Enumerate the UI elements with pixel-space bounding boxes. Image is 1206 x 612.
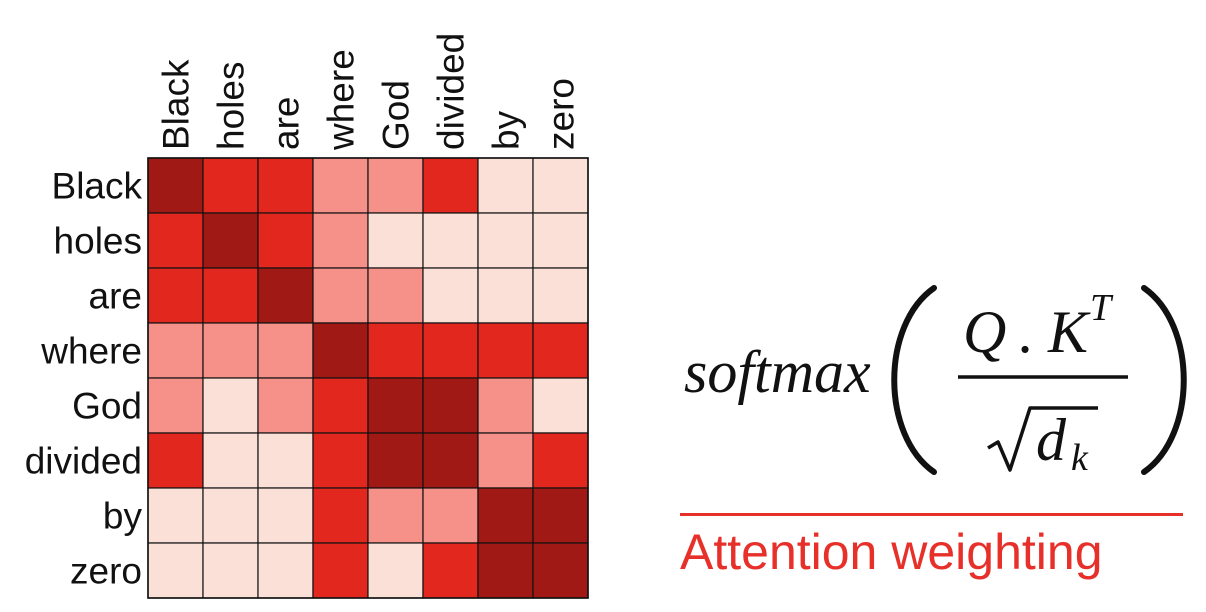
heatmap-cell-by-holes bbox=[202, 487, 259, 544]
heatmap-cell-where-divided bbox=[422, 322, 479, 379]
heatmap-cell-by-are bbox=[257, 487, 314, 544]
heatmap-cell-are-zero bbox=[532, 267, 589, 324]
heatmap-cell-where-black bbox=[147, 322, 204, 379]
attention-formula: softmax Q . K T d k bbox=[684, 285, 1187, 479]
heatmap-cell-divided-where bbox=[312, 432, 369, 489]
col-label-zero: zero bbox=[541, 78, 582, 150]
heatmap-cell-zero-god bbox=[367, 542, 424, 599]
heatmap-cell-where-god bbox=[367, 322, 424, 379]
heatmap-cell-black-where bbox=[312, 157, 369, 214]
col-label-are: are bbox=[266, 97, 307, 150]
heatmap-cell-holes-holes bbox=[202, 212, 259, 269]
heatmap-cell-zero-black bbox=[147, 542, 204, 599]
col-label-divided: divided bbox=[431, 33, 472, 150]
heatmap-cell-holes-are bbox=[257, 212, 314, 269]
col-label-god: God bbox=[376, 80, 417, 150]
heatmap-cell-black-zero bbox=[532, 157, 589, 214]
caption-divider bbox=[680, 513, 1183, 516]
heatmap-cell-god-are bbox=[257, 377, 314, 434]
heatmap-cell-zero-are bbox=[257, 542, 314, 599]
heatmap-cell-zero-zero bbox=[532, 542, 589, 599]
col-label-black: Black bbox=[156, 59, 197, 150]
heatmap-cell-divided-divided bbox=[422, 432, 479, 489]
row-label-zero: zero bbox=[70, 551, 142, 592]
formula-softmax: softmax bbox=[684, 339, 871, 405]
sqrt-sign bbox=[987, 406, 1098, 472]
heatmap-cell-divided-god bbox=[367, 432, 424, 489]
heatmap-cell-by-where bbox=[312, 487, 369, 544]
heatmap-cell-divided-by bbox=[477, 432, 534, 489]
formula-d-subscript: k bbox=[1071, 437, 1089, 479]
heatmap-cell-are-where bbox=[312, 267, 369, 324]
row-label-by: by bbox=[103, 496, 143, 537]
heatmap-cell-divided-black bbox=[147, 432, 204, 489]
heatmap-cell-holes-zero bbox=[532, 212, 589, 269]
heatmap-cell-zero-holes bbox=[202, 542, 259, 599]
heatmap-cell-black-black bbox=[147, 157, 204, 214]
heatmap-cell-god-divided bbox=[422, 377, 479, 434]
right-paren bbox=[1141, 285, 1187, 475]
heatmap-cell-are-by bbox=[477, 267, 534, 324]
heatmap-border bbox=[147, 157, 589, 599]
heatmap-cell-are-holes bbox=[202, 267, 259, 324]
heatmap-cell-black-holes bbox=[202, 157, 259, 214]
heatmap-cell-holes-god bbox=[367, 212, 424, 269]
heatmap-cell-holes-by bbox=[477, 212, 534, 269]
heatmap-cell-where-by bbox=[477, 322, 534, 379]
left-paren bbox=[891, 285, 937, 475]
heatmap-cell-divided-zero bbox=[532, 432, 589, 489]
heatmap-cell-by-god bbox=[367, 487, 424, 544]
heatmap-cell-by-black bbox=[147, 487, 204, 544]
heatmap-cell-by-by bbox=[477, 487, 534, 544]
heatmap-cell-black-god bbox=[367, 157, 424, 214]
heatmap-cell-god-where bbox=[312, 377, 369, 434]
row-label-where: where bbox=[40, 331, 142, 372]
heatmap-cell-holes-where bbox=[312, 212, 369, 269]
heatmap-cell-are-god bbox=[367, 267, 424, 324]
formula-dot: . bbox=[1019, 299, 1034, 365]
heatmap-cell-god-god bbox=[367, 377, 424, 434]
formula-k-superscript: T bbox=[1090, 287, 1114, 329]
col-label-where: where bbox=[321, 49, 362, 151]
heatmap-cell-god-zero bbox=[532, 377, 589, 434]
formula-q: Q bbox=[963, 299, 1006, 365]
formula-k: K bbox=[1047, 299, 1091, 365]
heatmap-cell-where-where bbox=[312, 322, 369, 379]
heatmap-cell-black-divided bbox=[422, 157, 479, 214]
heatmap-cell-are-black bbox=[147, 267, 204, 324]
heatmap-cell-zero-where bbox=[312, 542, 369, 599]
heatmap-cell-where-holes bbox=[202, 322, 259, 379]
row-label-black: Black bbox=[52, 166, 143, 207]
heatmap-cell-divided-holes bbox=[202, 432, 259, 489]
heatmap-cell-god-black bbox=[147, 377, 204, 434]
heatmap-cell-by-divided bbox=[422, 487, 479, 544]
heatmap-cell-holes-divided bbox=[422, 212, 479, 269]
heatmap-cell-black-by bbox=[477, 157, 534, 214]
heatmap-cell-are-are bbox=[257, 267, 314, 324]
heatmap-cell-where-are bbox=[257, 322, 314, 379]
row-label-god: God bbox=[72, 386, 142, 427]
heatmap-cell-by-zero bbox=[532, 487, 589, 544]
heatmap-cell-are-divided bbox=[422, 267, 479, 324]
col-label-by: by bbox=[486, 110, 527, 150]
formula-d: d bbox=[1036, 407, 1067, 473]
heatmap-cell-zero-by bbox=[477, 542, 534, 599]
heatmap-cell-god-holes bbox=[202, 377, 259, 434]
heatmap-cell-zero-divided bbox=[422, 542, 479, 599]
heatmap-cell-divided-are bbox=[257, 432, 314, 489]
row-label-divided: divided bbox=[25, 441, 142, 482]
heatmap-cell-god-by bbox=[477, 377, 534, 434]
row-label-are: are bbox=[89, 276, 142, 317]
heatmap-cell-holes-black bbox=[147, 212, 204, 269]
heatmap-cell-where-zero bbox=[532, 322, 589, 379]
caption-attention-weighting: Attention weighting bbox=[680, 524, 1103, 580]
col-label-holes: holes bbox=[211, 62, 252, 150]
heatmap-cell-black-are bbox=[257, 157, 314, 214]
row-label-holes: holes bbox=[54, 221, 142, 262]
